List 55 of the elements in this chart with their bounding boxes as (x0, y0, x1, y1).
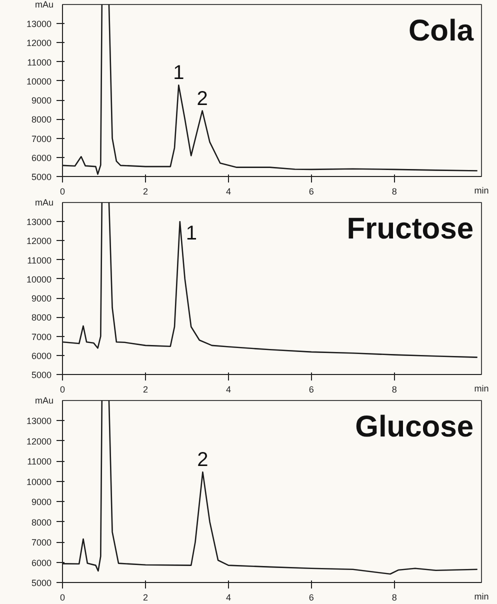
x-tick-label: 0 (60, 186, 66, 196)
y-tick-label: 5000 (31, 172, 52, 182)
y-tick-label: 7000 (31, 134, 52, 144)
y-tick-label: 6000 (31, 350, 52, 361)
y-axis-title: mAu (34, 0, 54, 10)
chart-title: Glucose (355, 410, 474, 444)
y-tick-label: 9000 (31, 96, 52, 106)
y-tick-label: 9000 (31, 294, 52, 304)
y-tick-label: 11000 (27, 255, 52, 266)
y-tick-label: 6000 (31, 152, 52, 163)
x-tick-label: 4 (226, 384, 231, 394)
x-axis-title: min (474, 384, 489, 394)
y-tick-label: 8000 (31, 114, 52, 125)
x-tick-label: 2 (142, 592, 148, 602)
annotation: 2 (197, 449, 208, 472)
y-tick-label: 12000 (26, 436, 52, 446)
y-tick-label: 10000 (26, 274, 52, 284)
x-tick-label: 2 (142, 384, 148, 394)
annotation: 2 (196, 88, 208, 110)
y-tick-label: 6000 (31, 558, 52, 568)
annotation: 1 (173, 62, 184, 84)
x-tick-label: 8 (392, 592, 397, 602)
x-tick-label: 8 (392, 384, 397, 394)
x-axis-title: min (474, 592, 489, 602)
y-tick-label: 13000 (26, 416, 52, 426)
chart-title: Cola (408, 14, 474, 48)
y-tick-label: 7000 (31, 332, 52, 342)
x-tick-label: 4 (226, 592, 231, 602)
y-tick-label: 13000 (26, 217, 52, 228)
y-tick-label: 5000 (31, 578, 52, 588)
x-tick-label: 2 (142, 186, 148, 196)
y-axis-title: mAu (34, 396, 54, 406)
x-tick-label: 0 (60, 592, 66, 602)
x-tick-label: 6 (308, 592, 314, 602)
annotation: 1 (186, 222, 198, 245)
y-tick-label: 8000 (31, 517, 52, 528)
y-tick-label: 11000 (27, 456, 52, 467)
y-tick-label: 10000 (26, 476, 52, 487)
x-tick-label: 0 (60, 384, 66, 394)
y-tick-label: 13000 (26, 19, 52, 30)
y-tick-label: 8000 (31, 312, 52, 323)
x-tick-label: 8 (392, 186, 397, 196)
y-axis-title: mAu (34, 198, 54, 208)
x-tick-label: 6 (308, 384, 314, 394)
x-tick-label: 6 (308, 186, 314, 196)
y-tick-label: 12000 (26, 38, 52, 48)
y-tick-label: 7000 (31, 538, 52, 548)
y-tick-label: 9000 (31, 497, 52, 508)
y-tick-label: 12000 (26, 236, 52, 246)
y-tick-label: 11000 (27, 57, 52, 68)
chart-title: Fructose (346, 212, 474, 246)
x-tick-label: 4 (226, 186, 231, 196)
x-axis-title: min (474, 186, 489, 196)
y-tick-label: 10000 (26, 76, 52, 86)
y-tick-label: 5000 (31, 370, 52, 380)
